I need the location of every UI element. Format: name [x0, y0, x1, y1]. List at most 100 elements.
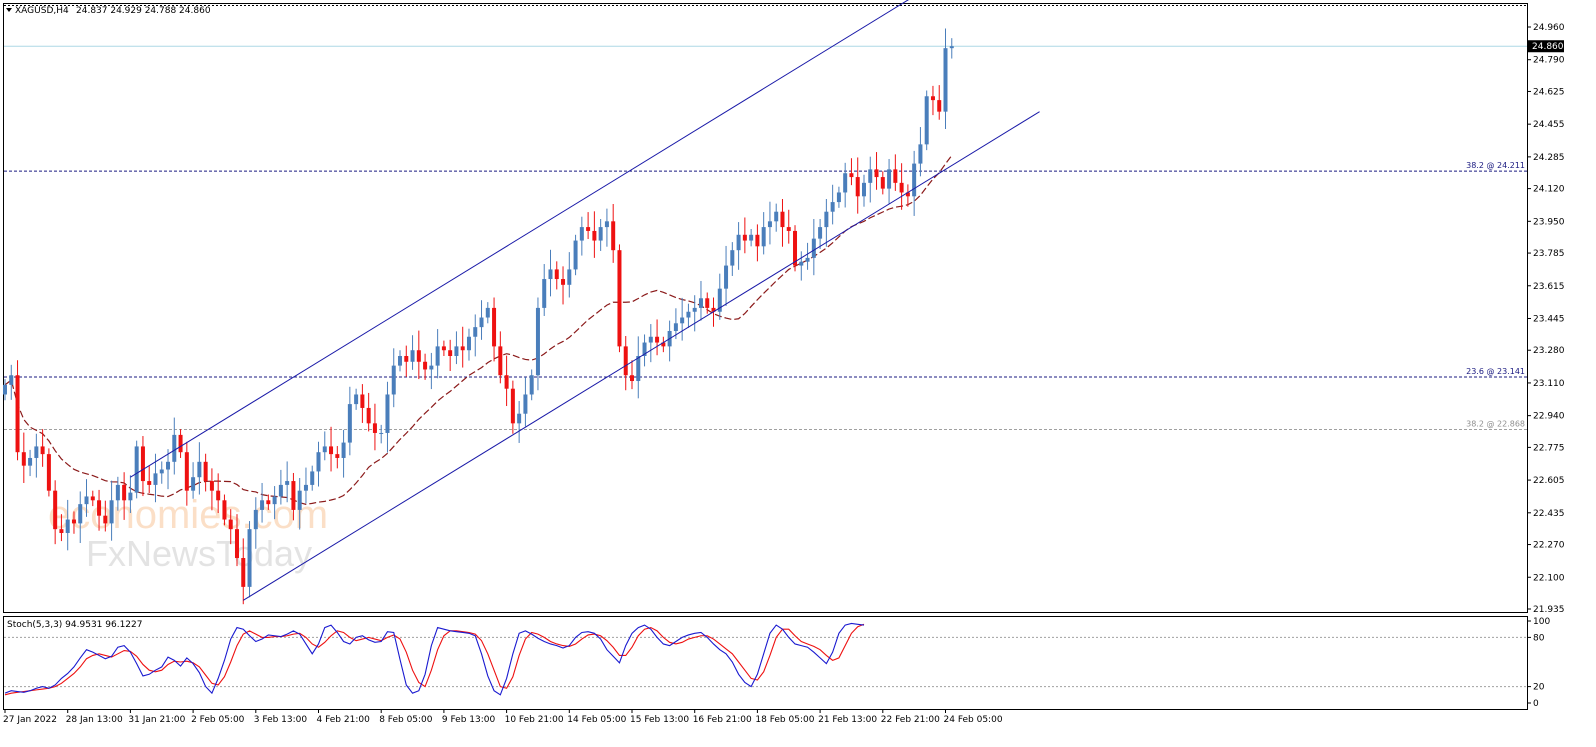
- candle-bear: [40, 446, 45, 455]
- candle-bear: [661, 342, 666, 347]
- time-axis: 27 Jan 2022 28 Jan 13:00 31 Jan 21:00 2 Feb…: [3, 709, 1003, 725]
- candle-bull: [698, 298, 703, 308]
- candle-bull: [65, 519, 70, 534]
- candle-bull: [115, 484, 120, 501]
- candle-bear: [793, 230, 798, 266]
- stoch-tick-label: 80: [1533, 633, 1545, 643]
- candle-bear: [404, 355, 409, 362]
- candles-layer: [3, 28, 954, 605]
- candle-bear: [855, 177, 860, 197]
- candle-bull: [153, 473, 158, 485]
- candle-bull: [354, 394, 359, 405]
- candle-bear: [586, 227, 591, 231]
- candle-bull: [347, 404, 352, 443]
- price-tick-label: 23.445: [1533, 314, 1565, 324]
- candle-bear: [234, 529, 239, 559]
- candle-bull: [134, 446, 139, 493]
- candle-bear: [623, 346, 628, 376]
- candle-bear: [874, 169, 879, 178]
- price-tick-label: 24.790: [1533, 56, 1565, 66]
- time-tick-label: 4 Feb 21:00: [317, 715, 371, 725]
- candle-bull: [517, 413, 522, 424]
- price-tick-label: 23.785: [1533, 249, 1565, 259]
- candle-bear: [448, 350, 453, 356]
- candle-bull: [466, 336, 471, 351]
- stoch-signal-line: [4, 623, 865, 696]
- candle-bull: [278, 484, 283, 497]
- candle-bull: [824, 211, 829, 228]
- candle-bull: [573, 240, 578, 270]
- candle-bull: [861, 182, 866, 197]
- candle-bull: [887, 169, 892, 189]
- candle-bear: [755, 234, 760, 247]
- candle-bear: [441, 346, 446, 351]
- candle-bear: [90, 496, 95, 501]
- candle-bear: [71, 519, 76, 524]
- candle-bear: [228, 519, 233, 530]
- time-tick-label: 14 Feb 05:00: [567, 715, 626, 725]
- price-tick-label: 22.605: [1533, 476, 1565, 486]
- time-tick-label: 18 Feb 05:00: [755, 715, 814, 725]
- symbol-dropdown-icon[interactable]: [6, 8, 12, 12]
- candle-bear: [905, 192, 910, 197]
- candle-bear: [178, 434, 183, 453]
- candle-bull: [843, 173, 848, 193]
- time-tick-label: 15 Feb 13:00: [630, 715, 689, 725]
- stoch-tick-label: 100: [1533, 617, 1550, 627]
- stoch-subwindow-frame: [3, 616, 1528, 710]
- candle-bull: [818, 227, 823, 239]
- candle-bear: [711, 307, 716, 312]
- price-tick-label: 24.625: [1533, 87, 1565, 97]
- candle-bull: [724, 265, 729, 289]
- candle-bear: [184, 452, 189, 491]
- price-tick-label: 22.775: [1533, 443, 1565, 453]
- candle-bear: [492, 307, 497, 347]
- time-tick-label: 8 Feb 05:00: [379, 715, 433, 725]
- price-tick-label: 23.280: [1533, 346, 1565, 356]
- candle-bear: [780, 211, 785, 228]
- candle-bull: [542, 279, 547, 308]
- candle-bull: [730, 250, 735, 266]
- candle-bull: [303, 484, 308, 491]
- candle-bear: [611, 221, 616, 251]
- candle-bear: [209, 481, 214, 491]
- candle-bull: [260, 500, 265, 510]
- candle-bull: [272, 496, 277, 505]
- candle-bull: [473, 327, 478, 337]
- candle-bear: [510, 388, 515, 424]
- time-tick-label: 10 Feb 21:00: [505, 715, 564, 725]
- current-price-value: 24.860: [1532, 42, 1564, 52]
- candle-bear: [937, 100, 942, 112]
- candle-bull: [166, 461, 171, 470]
- time-tick-label: 22 Feb 21:00: [881, 715, 940, 725]
- candle-bull: [285, 481, 290, 485]
- channel-layer[interactable]: [130, 0, 1040, 601]
- candle-bull: [398, 355, 403, 366]
- candle-bull: [811, 238, 816, 258]
- candle-bull: [761, 227, 766, 247]
- moving-average-layer: [4, 155, 953, 505]
- candle-bull: [253, 509, 258, 530]
- price-levels-layer: 38.2 @ 24.211 23.6 @ 23.141 38.2 @ 22.868: [4, 5, 1527, 430]
- candle-bull: [379, 432, 384, 434]
- channel-lower-line[interactable]: [242, 111, 1040, 601]
- candle-bull: [385, 394, 390, 433]
- candle-bull: [197, 461, 202, 478]
- candle-bull: [579, 227, 584, 241]
- candle-bull: [34, 446, 39, 458]
- candle-bull: [78, 504, 83, 524]
- current-price-tag: [1528, 40, 1564, 53]
- candle-bear: [147, 481, 152, 485]
- candle-bull: [410, 350, 415, 362]
- watermark-line2: FxNewsToday: [86, 533, 312, 574]
- candle-bull: [172, 434, 177, 462]
- candle-bull: [429, 365, 434, 370]
- price-tick-label: 24.120: [1533, 185, 1565, 195]
- candle-bull: [9, 375, 14, 385]
- candle-bear: [498, 346, 503, 376]
- channel-upper-line[interactable]: [130, 0, 933, 478]
- ohlc-text: 24.837 24.929 24.788 24.860: [76, 6, 211, 16]
- candle-bull: [836, 192, 841, 203]
- stoch-tick-label: 20: [1533, 683, 1545, 693]
